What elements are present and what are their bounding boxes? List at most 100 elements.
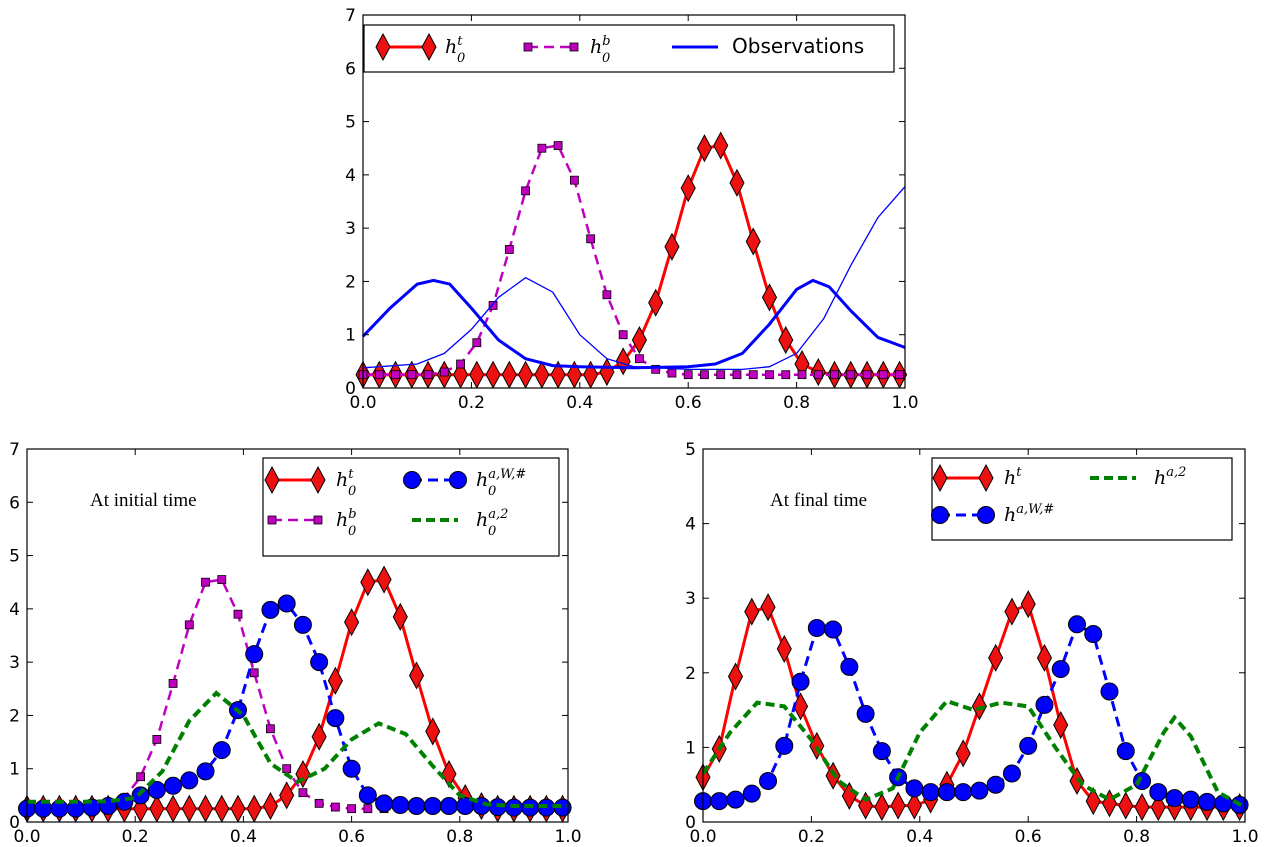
data-point (1198, 792, 1217, 811)
data-point (1165, 789, 1184, 808)
y-tick-label: 3 (9, 653, 20, 673)
legend-marker (931, 506, 949, 524)
data-point (878, 370, 888, 380)
data-point (391, 370, 400, 380)
legend-marker (264, 465, 280, 495)
data-point (760, 593, 776, 622)
y-tick-label: 3 (345, 219, 356, 239)
data-point (1101, 789, 1118, 818)
x-tick-label: 0.0 (349, 393, 376, 413)
axes-frame (362, 14, 906, 389)
data-point (472, 338, 482, 348)
data-point (1036, 643, 1053, 672)
data-point (781, 370, 791, 380)
data-point (1035, 695, 1054, 714)
data-point (696, 134, 713, 163)
data-point (775, 736, 794, 755)
data-point (797, 370, 807, 380)
data-point (761, 283, 778, 312)
series-line-1 (27, 578, 563, 810)
data-point (441, 759, 457, 789)
y-tick-label: 2 (685, 664, 696, 684)
data-point (1067, 615, 1086, 634)
data-point (569, 175, 579, 185)
data-point (683, 370, 693, 380)
data-point (230, 794, 246, 823)
data-point (744, 597, 760, 626)
legend-label-2: Observations (732, 34, 864, 58)
legend-label-1: hb 0 (336, 507, 357, 539)
data-point (791, 672, 810, 691)
data-point (858, 791, 874, 820)
y-tick-label: 6 (9, 493, 20, 513)
data-point (813, 370, 823, 380)
x-tick-label: 1.0 (554, 827, 581, 847)
y-tick-label: 6 (345, 59, 356, 79)
data-point (344, 608, 360, 637)
x-tick-label: 0.6 (675, 393, 702, 413)
data-point (664, 232, 680, 261)
axes-frame (702, 448, 1246, 823)
data-point (152, 735, 162, 744)
data-point (862, 370, 872, 380)
data-point (391, 795, 410, 814)
data-point (266, 724, 275, 734)
data-point (282, 764, 292, 774)
data-point (921, 783, 940, 802)
x-tick-label: 0.8 (1123, 827, 1150, 847)
data-point (407, 370, 417, 380)
data-point (375, 794, 394, 813)
data-point (1002, 764, 1021, 783)
data-point (1116, 742, 1135, 761)
data-point (1118, 791, 1134, 820)
data-point (1053, 710, 1069, 740)
data-point (277, 594, 296, 613)
data-point (874, 793, 890, 822)
data-point (488, 301, 498, 310)
legend-box (931, 457, 1233, 541)
data-point (716, 370, 726, 380)
legend: ht ha,W,# ha,2 (931, 457, 1233, 541)
data-point (651, 364, 661, 374)
data-point (330, 802, 340, 812)
data-point (937, 783, 956, 802)
legend: ht 0 hb 0 ha,W,# 0 ha,2 0 (262, 457, 560, 557)
data-point (501, 360, 517, 389)
data-point (631, 325, 647, 355)
y-tick-label: 0 (9, 813, 20, 833)
data-point (954, 783, 973, 802)
plot-panel-top: 0.0 0.2 0.4 0.6 0.8 1.0 0 1 2 3 4 5 6 7 ht 0 hb 0 Observat… (345, 6, 918, 413)
legend-label-0: ht 0 (445, 34, 465, 66)
y-tick-label: 1 (685, 738, 696, 758)
y-tick-label: 2 (345, 272, 356, 292)
data-point (233, 609, 243, 619)
data-point (713, 131, 729, 160)
x-tick-label: 0.2 (458, 393, 485, 413)
x-tick-label: 0.0 (13, 827, 40, 847)
data-point (986, 775, 1005, 794)
legend-label-2: ha,2 (1154, 465, 1186, 489)
legend-marker (977, 506, 995, 524)
x-tick-label: 0.8 (446, 827, 473, 847)
legend-box (363, 24, 895, 73)
data-point (1051, 660, 1070, 679)
x-tick-label: 0.2 (122, 827, 149, 847)
data-point (759, 771, 778, 790)
data-point (1150, 793, 1166, 822)
data-point (599, 357, 615, 387)
data-point (327, 666, 343, 695)
data-point (246, 794, 262, 823)
y-tick-label: 0 (685, 813, 696, 833)
data-point (1181, 790, 1200, 809)
data-point (602, 290, 612, 300)
data-point (262, 791, 279, 821)
data-point (1149, 783, 1168, 802)
data-point (165, 794, 181, 823)
data-point (164, 776, 183, 795)
data-point (136, 772, 146, 782)
data-point (700, 370, 709, 380)
data-point (732, 370, 742, 380)
data-point (249, 668, 259, 678)
series-line-0 (363, 143, 900, 377)
